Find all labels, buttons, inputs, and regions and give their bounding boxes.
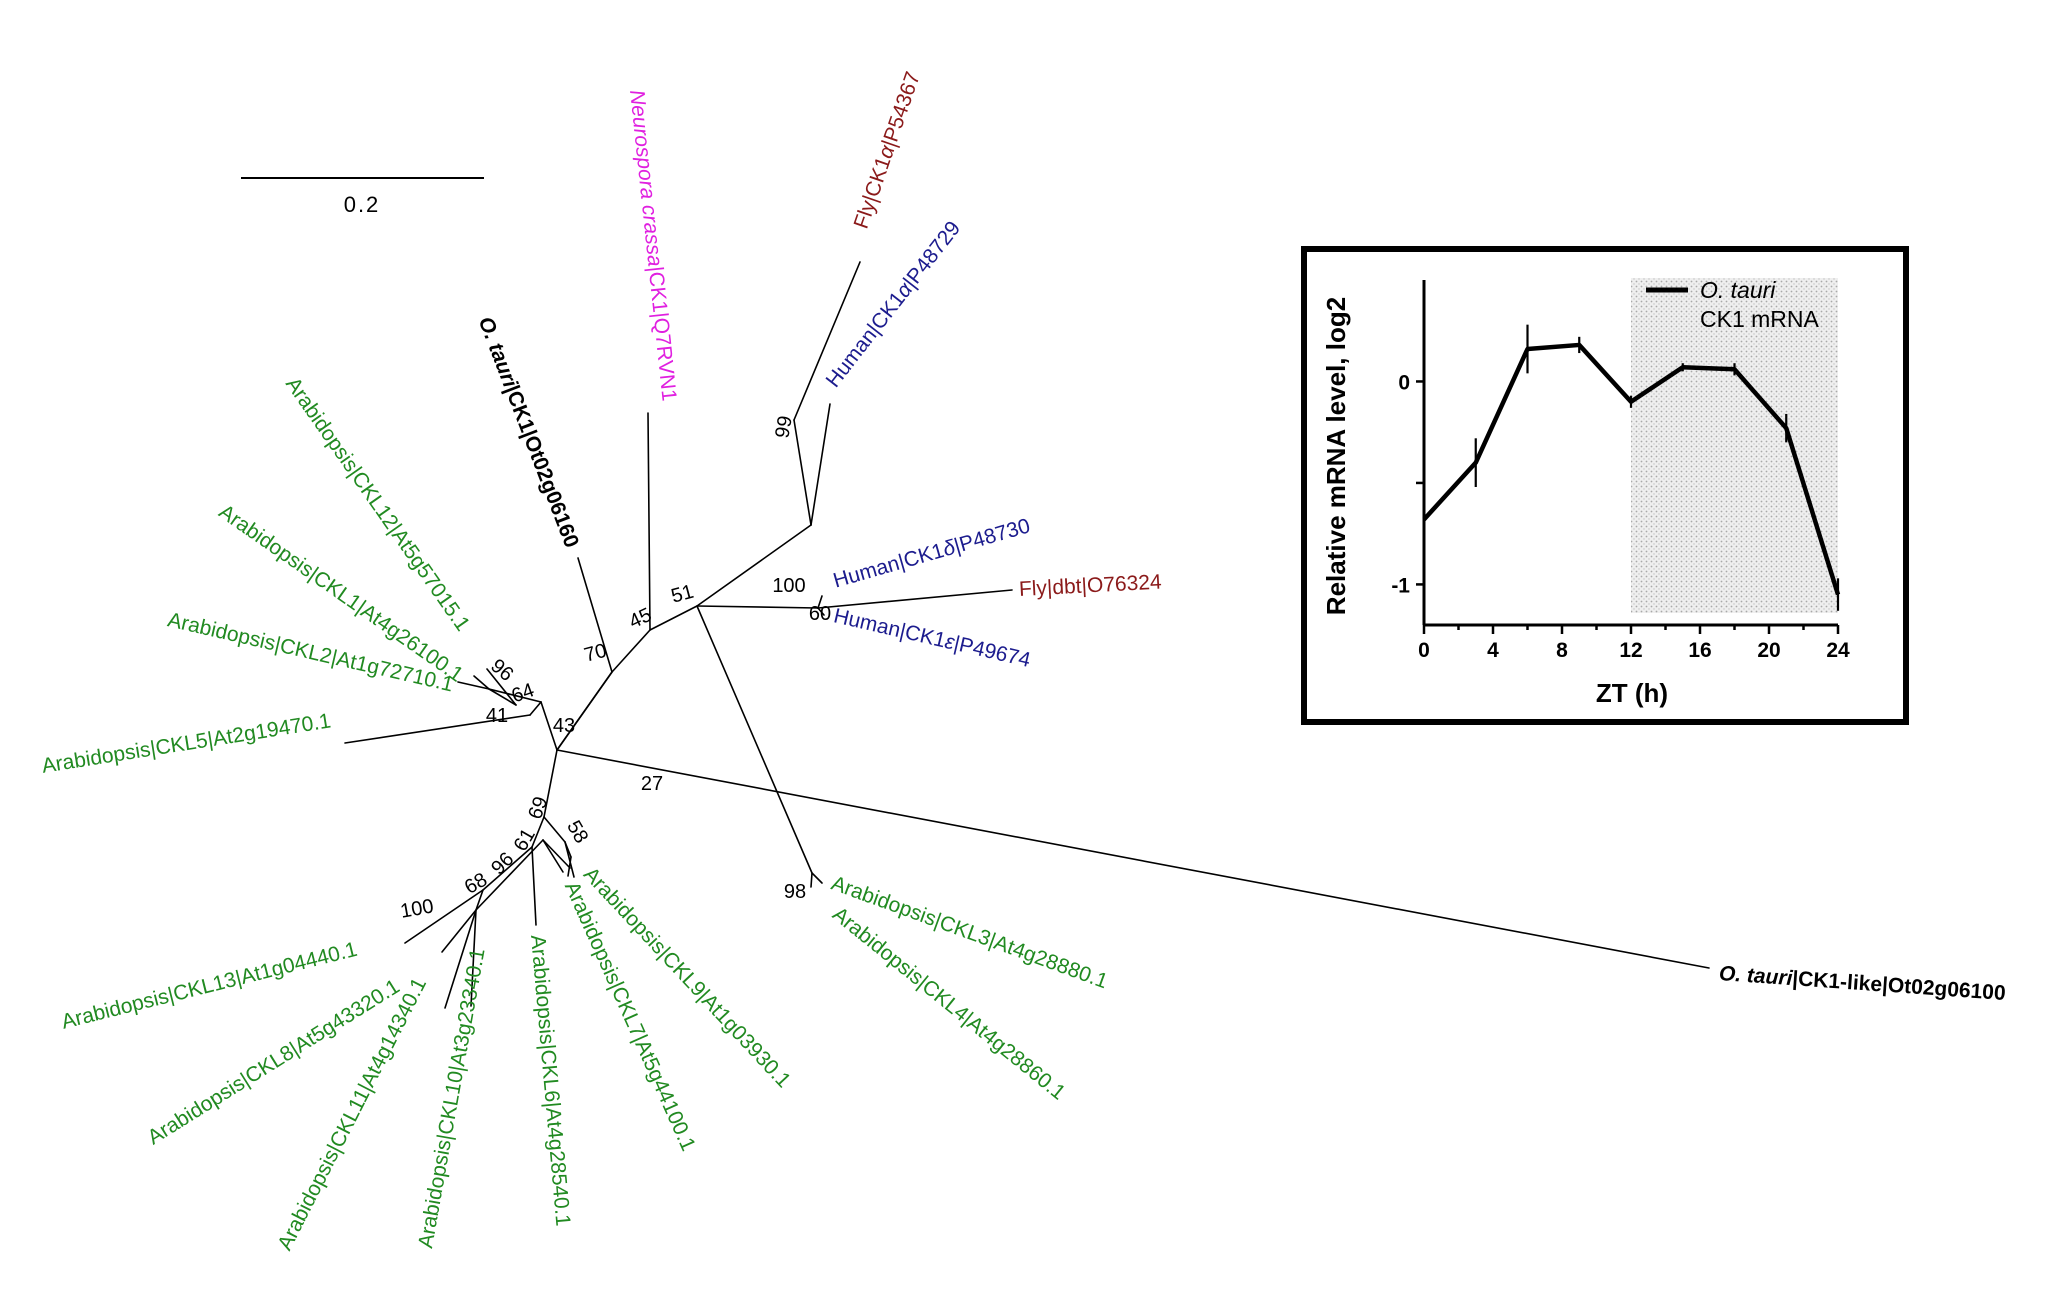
legend-entry: O. tauri CK1 mRNA [1700,277,1820,332]
leaf-label-part: |CK1|Q7RVN1 [644,265,681,402]
leaf-label-human_ck1d: Human|CK1δ|P48730 [831,514,1033,592]
leaf-label-ckl12: Arabidopsis|CKL12|At5g57015.1 [281,373,474,635]
leaf-label-ckl13: Arabidopsis|CKL13|At1g04440.1 [59,937,360,1033]
bootstrap-value: 27 [641,773,663,795]
x-tick-label: 12 [1619,639,1642,662]
leaf-label-fly_dbt: Fly|dbt|O76324 [1018,570,1162,600]
tree-branches [344,261,1710,1009]
x-tick-label: 0 [1418,639,1430,662]
leaf-label-part: |P49674 [952,632,1033,672]
x-tick-label: 20 [1757,639,1780,662]
bootstrap-value: 41 [486,705,508,727]
leaf-label-part: |P48730 [951,514,1032,558]
leaf-label-ot_ck1like: O. tauri|CK1-like|Ot02g06100 [1718,962,2006,1005]
leaf-label-part: O. tauri [474,314,522,392]
x-tick-label: 24 [1826,639,1850,662]
leaf-label-part: |P54367 [877,69,924,150]
legend-line-1: O. tauri [1700,277,1776,303]
x-tick-label: 4 [1487,639,1499,662]
bootstrap-value: 70 [582,640,609,667]
bootstrap-value: 99 [771,414,797,440]
bootstrap-value: 98 [784,881,806,903]
leaf-label-neurospora: Neurospora crassa|CK1|Q7RVN1 [626,89,682,403]
dark-phase-shading [1631,278,1838,613]
leaf-label-part: Neurospora crassa [626,89,667,268]
leaf-label-part: Arabidopsis|CKL13|At1g04440.1 [59,937,360,1033]
leaf-label-part: |CK1-like|Ot02g06100 [1792,967,2007,1005]
y-axis-title: Relative mRNA level, log2 [1321,297,1351,615]
leaf-label-part: Fly|CK1 [849,154,895,232]
leaf-label-part: O. tauri [1718,962,1794,990]
leaf-label-part: Fly|dbt|O76324 [1018,570,1162,600]
bootstrap-value: 96 [486,655,517,686]
bootstrap-value: 100 [772,575,805,597]
leaf-label-part: Human|CK1 [821,287,909,391]
y-tick-label: 0 [1398,371,1410,394]
leaf-label-part: |CK1|Ot02g06160 [500,382,583,551]
leaf-label-fly_ck1a: Fly|CK1α|P54367 [849,69,924,232]
leaf-label-part: |P48729 [899,217,965,293]
y-tick-label: -1 [1391,574,1410,597]
bootstrap-value: 100 [399,895,436,922]
x-tick-label: 8 [1556,639,1568,662]
scale-bar: 0.2 [241,177,484,217]
bootstrap-value: 96 [487,848,518,879]
chart-series [1422,324,1841,611]
chart-ticks: 0 4 8 12 16 20 24 0 -1 [1391,371,1850,662]
bootstrap-value: 60 [809,603,831,625]
bootstrap-value: 58 [562,817,592,847]
bootstrap-value: 51 [669,581,696,608]
leaf-label-ckl6: Arabidopsis|CKL6|At4g28540.1 [526,934,574,1227]
bootstrap-value: 61 [510,825,540,855]
leaf-label-part: Human|CK1 [831,539,947,593]
leaf-label-part: Human|CK1 [832,604,948,652]
leaf-label-part: Arabidopsis|CKL12|At5g57015.1 [281,373,474,635]
bootstrap-value: 68 [461,869,491,899]
leaf-label-part: Arabidopsis|CKL5|At2g19470.1 [40,709,332,777]
x-tick-label: 16 [1688,639,1711,662]
inset-chart: 0 4 8 12 16 20 24 0 -1 O. tauri CK1 mRNA ZT (h) R… [1301,246,1909,725]
leaf-label-part: Arabidopsis|CKL6|At4g28540.1 [526,934,574,1227]
leaf-label-ckl5: Arabidopsis|CKL5|At2g19470.1 [40,709,332,777]
chart-legend: O. tauri CK1 mRNA [1646,277,1820,332]
leaf-label-ot_ck1: O. tauri|CK1|Ot02g06160 [474,314,583,551]
x-axis-title: ZT (h) [1596,678,1668,708]
bootstrap-value: 43 [553,715,575,737]
legend-line-2: CK1 mRNA [1700,306,1820,332]
leaf-label-human_ck1e: Human|CK1ε|P49674 [832,604,1033,672]
scale-bar-label: 0.2 [344,192,381,217]
